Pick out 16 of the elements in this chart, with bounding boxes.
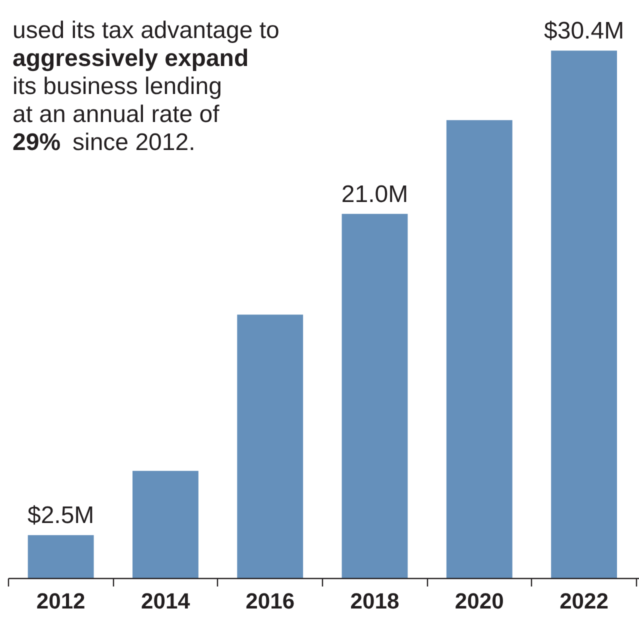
x-tick-label: 2012: [36, 588, 86, 614]
x-tick-label: 2020: [454, 588, 504, 614]
bar: [446, 120, 512, 578]
annotation: used its tax advantage to aggressively expand its business lending at an annual rate of 29% since 2012.: [12, 17, 280, 156]
data-label: $30.4M: [544, 18, 624, 45]
x-tick-label: 2022: [560, 588, 609, 614]
data-label: $2.5M: [27, 502, 94, 530]
x-tick-label: 2014: [140, 588, 191, 614]
bar: [551, 50, 617, 578]
x-tick-label: 2018: [350, 588, 400, 614]
x-tick-label: 2016: [246, 588, 295, 614]
bar: [28, 535, 94, 578]
data-label: 21.0M: [341, 180, 408, 208]
bar: [342, 214, 408, 578]
bar: [237, 314, 304, 578]
bar: [132, 470, 198, 578]
